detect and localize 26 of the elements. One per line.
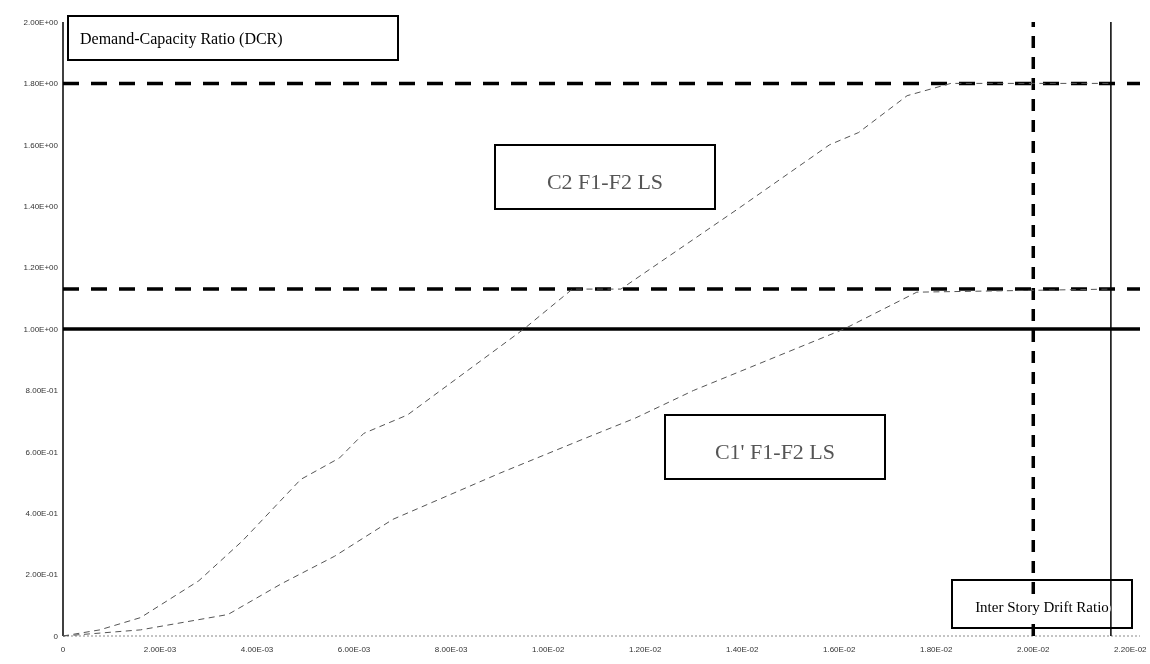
y-tick-label: 8.00E-01 (25, 386, 59, 396)
x-tick-label: 1.60E-02 (822, 645, 856, 654)
y-tick-label: 1.80E+00 (23, 79, 59, 89)
text: C2 F1-F2 LS (546, 169, 664, 194)
x-tick-label: 4.00E-03 (240, 645, 274, 654)
x-tick-label: 0 (60, 645, 66, 654)
y-tick-label: 0 (53, 631, 59, 641)
x-tick-label: 2.20E-02 (1114, 645, 1148, 654)
x-tick-label: 8.00E-03 (434, 645, 468, 654)
y-tick-label: 1.00E+00 (23, 324, 59, 334)
x-tick-label: 2.00E-03 (143, 645, 177, 654)
x-tick-label: 6.00E-03 (337, 645, 371, 654)
y-tick-label: 2.00E-01 (25, 570, 59, 580)
y-tick-label: 2.00E+00 (23, 17, 59, 27)
x-tick-label: 2.00E-02 (1017, 645, 1051, 654)
x-tick-label: 1.40E-02 (725, 645, 759, 654)
x-tick-label: 1.80E-02 (920, 645, 954, 654)
y-tick-label: 4.00E-01 (25, 509, 59, 518)
x-tick-label: 1.00E-02 (531, 645, 565, 654)
y-tick-label: 1.20E+00 (23, 263, 59, 273)
y-tick-label: 6.00E-01 (25, 447, 59, 457)
y-tick-label: 1.40E+00 (23, 202, 59, 211)
y-axis-title: Demand-Capacity Ratio (DCR) (80, 30, 283, 48)
y-tick-label: 1.60E+00 (23, 140, 59, 150)
text: C1' F1-F2 LS (714, 439, 836, 464)
x-tick-label: 1.20E-02 (628, 645, 662, 654)
